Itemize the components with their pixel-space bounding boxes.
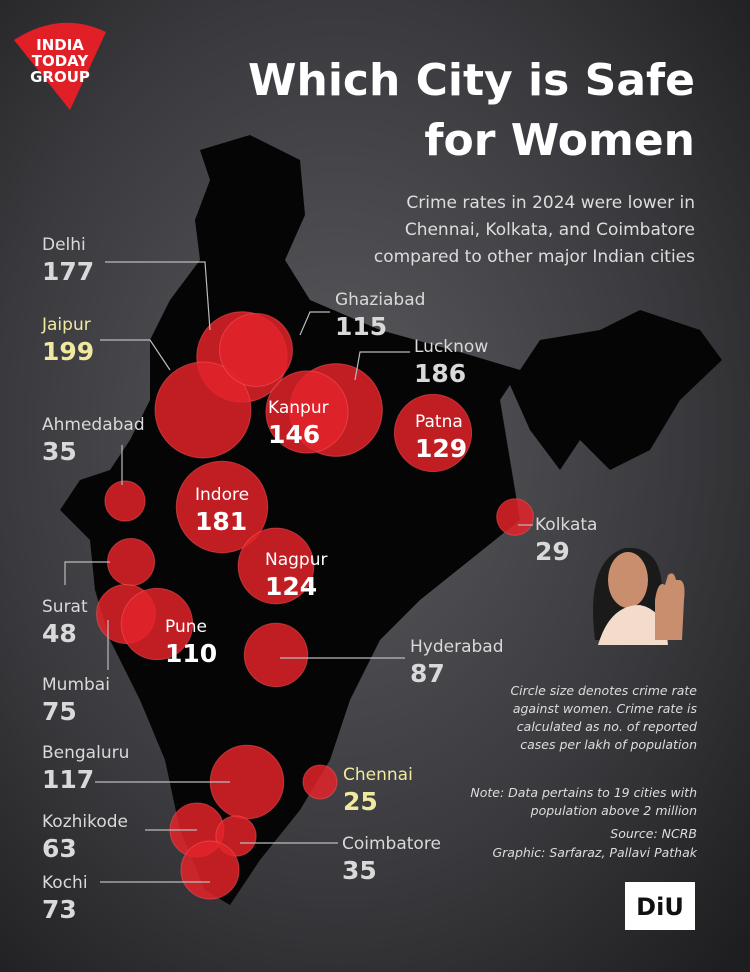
city-value: 124 — [265, 572, 317, 601]
city-value: 146 — [268, 420, 320, 449]
note: calculated as no. of reported — [517, 719, 697, 734]
city-value: 29 — [535, 537, 570, 566]
city-bubble — [180, 840, 240, 900]
city-name: Surat — [42, 597, 88, 617]
note: population above 2 million — [530, 803, 697, 818]
notes: Circle size denotes crime rate against wo… — [470, 683, 697, 860]
city-name: Kochi — [42, 873, 88, 893]
face — [608, 552, 648, 608]
city-value: 177 — [42, 257, 94, 286]
city-value: 75 — [42, 697, 77, 726]
city-name: Kolkata — [535, 515, 597, 535]
city-bubble — [120, 587, 194, 661]
city-name: Ghaziabad — [335, 290, 425, 310]
city-value: 87 — [410, 659, 445, 688]
city-value: 73 — [42, 895, 77, 924]
city-bubble — [175, 460, 269, 554]
city-value: 63 — [42, 834, 77, 863]
city-bubble — [243, 622, 309, 688]
city-value: 181 — [195, 507, 247, 536]
city-bubble — [104, 480, 146, 522]
body — [598, 605, 668, 645]
city-bubble — [496, 498, 534, 536]
city-value: 186 — [414, 359, 466, 388]
city-name: Indore — [195, 485, 249, 505]
badge-text: DiU — [636, 893, 684, 921]
note: Circle size denotes crime rate — [510, 683, 697, 698]
note: Graphic: Sarfaraz, Pallavi Pathak — [492, 845, 697, 860]
city-name: Patna — [415, 412, 463, 432]
title: for Women — [424, 115, 695, 166]
city-value: 25 — [343, 787, 378, 816]
note: cases per lakh of population — [520, 737, 697, 752]
badge-box — [625, 882, 695, 930]
city-bubble — [219, 313, 293, 387]
subtitle: compared to other major Indian cities — [374, 247, 695, 267]
leader-line — [64, 561, 110, 585]
logo-text: GROUP — [30, 68, 90, 86]
leader-line — [105, 261, 211, 331]
city-bubble — [154, 361, 252, 459]
city-value: 199 — [42, 337, 94, 366]
note: against women. Crime rate is — [513, 701, 698, 716]
city-name: Bengaluru — [42, 743, 129, 763]
city-value: 35 — [42, 437, 77, 466]
badge: DiU — [625, 882, 695, 930]
leader-line — [299, 311, 330, 336]
city-name: Jaipur — [41, 315, 91, 335]
city-name: Kanpur — [268, 398, 329, 418]
city-value: 129 — [415, 434, 467, 463]
woman-illustration — [593, 547, 685, 645]
city-name: Mumbai — [42, 675, 110, 695]
bubbles — [96, 311, 534, 900]
city-name: Kozhikode — [42, 812, 128, 832]
leader-line — [100, 339, 171, 371]
city-name: Hyderabad — [410, 637, 504, 657]
city-bubble — [393, 393, 473, 473]
city-value: 35 — [342, 856, 377, 885]
city-name: Nagpur — [265, 550, 327, 570]
city-name: Chennai — [343, 765, 413, 785]
city-value: 115 — [335, 312, 387, 341]
logo: INDIA TODAY GROUP — [14, 22, 106, 111]
leader-line — [354, 351, 410, 381]
city-bubble — [106, 537, 156, 587]
city-name: Lucknow — [414, 337, 488, 357]
city-name: Pune — [165, 617, 207, 637]
city-value: 117 — [42, 765, 94, 794]
city-value: 48 — [42, 619, 77, 648]
city-bubble — [237, 527, 315, 605]
city-name: Ahmedabad — [42, 415, 145, 435]
city-bubble — [265, 370, 349, 454]
note: Source: NCRB — [610, 826, 697, 841]
title: Which City is Safe — [248, 55, 695, 106]
logo-text: TODAY — [32, 52, 90, 70]
note: Note: Data pertains to 19 cities with — [470, 785, 697, 800]
subtitle: Chennai, Kolkata, and Coimbatore — [405, 220, 695, 240]
hand — [655, 573, 685, 640]
subtitle: Crime rates in 2024 were lower in — [406, 193, 695, 213]
logo-shape — [14, 22, 106, 111]
city-value: 110 — [165, 639, 217, 668]
city-name: Coimbatore — [342, 834, 441, 854]
city-bubble — [302, 764, 338, 800]
logo-text: INDIA — [36, 36, 84, 54]
city-name: Delhi — [42, 235, 86, 255]
